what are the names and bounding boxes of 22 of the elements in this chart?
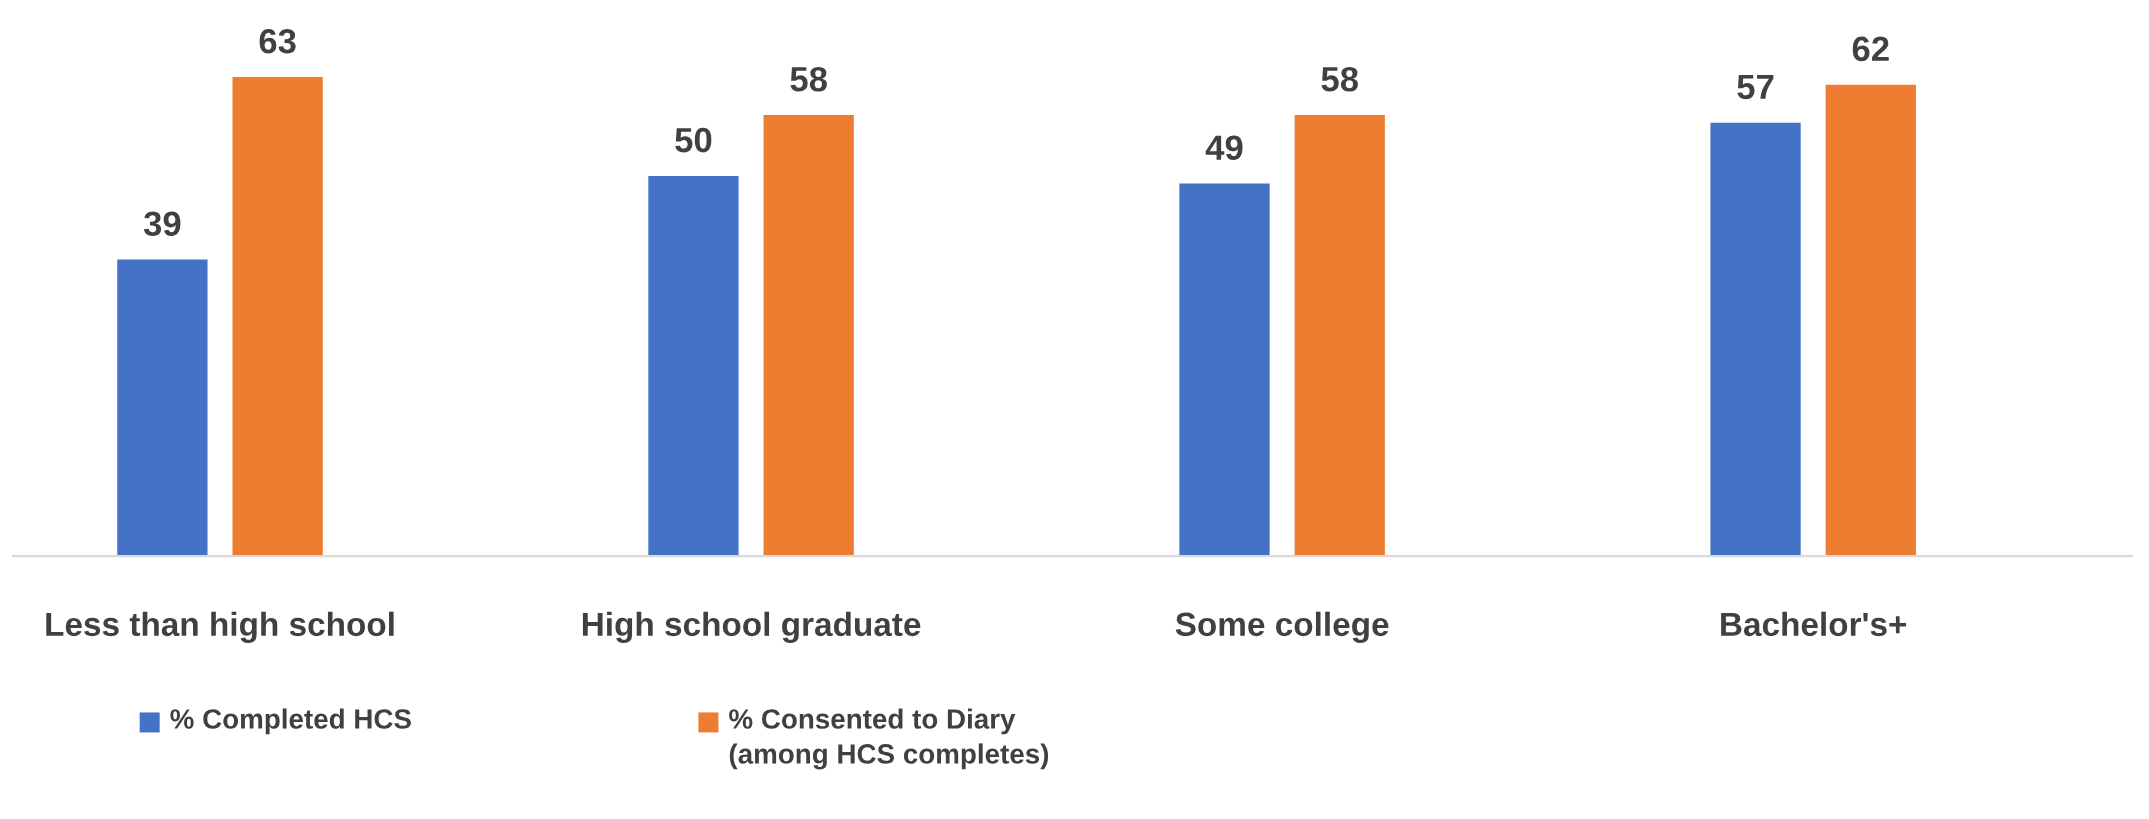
data-label: 57 bbox=[1737, 74, 1774, 100]
x-tick-label: High school graduate bbox=[582, 611, 921, 643]
data-label: 39 bbox=[143, 211, 181, 237]
data-label: 62 bbox=[1852, 36, 1889, 62]
bar bbox=[1179, 183, 1270, 557]
x-tick-label: Less than high school bbox=[46, 611, 394, 643]
bar bbox=[763, 115, 854, 557]
bar bbox=[1710, 122, 1801, 557]
bar bbox=[1294, 115, 1385, 557]
x-tick-label: Some college bbox=[1175, 611, 1389, 643]
bar bbox=[117, 259, 208, 557]
bar bbox=[1825, 84, 1916, 557]
legend-label: % Completed HCS bbox=[170, 708, 411, 735]
data-label: 58 bbox=[1321, 66, 1358, 92]
data-label: 58 bbox=[790, 66, 827, 92]
data-label: 63 bbox=[259, 28, 296, 54]
bar bbox=[232, 77, 323, 557]
data-label: 49 bbox=[1205, 135, 1243, 160]
legend-label: % Consented to Diary (among HCS completes) bbox=[729, 708, 1049, 770]
data-label: 50 bbox=[675, 127, 712, 153]
x-tick-label: Bachelor's+ bbox=[1721, 611, 1907, 637]
bar bbox=[648, 175, 739, 557]
